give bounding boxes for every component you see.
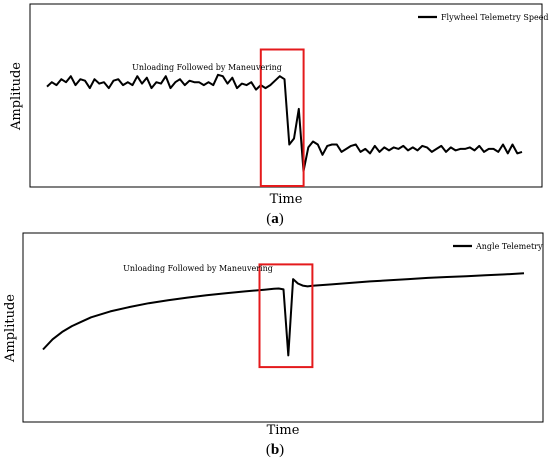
panel-a-highlight-box (259, 48, 305, 187)
panel-a-series-line (46, 73, 523, 173)
panel-b-caption-letter: b (270, 442, 280, 458)
panel-a-caption-letter: a (271, 211, 279, 227)
panel-a-xlabel: Time (270, 192, 303, 207)
panel-a-annotation: Unloading Followed by Maneuvering (132, 63, 282, 72)
panel-a-caption: (a) (266, 211, 284, 227)
panel-b: Unloading Followed by Maneuvering Angle … (3, 232, 544, 438)
panel-a-ylabel: Amplitude (9, 62, 24, 131)
panel-b-caption: (b) (265, 442, 285, 458)
panel-a: Unloading Followed by Maneuvering Flywhe… (9, 3, 549, 207)
panel-b-highlight-box (258, 263, 314, 369)
panel-b-legend-label: Angle Telemetry (475, 242, 543, 251)
panel-a-legend-label: Flywheel Telemetry Speed (441, 13, 549, 22)
panel-b-series-line (42, 272, 525, 357)
panel-b-annotation: Unloading Followed by Maneuvering (123, 264, 273, 273)
panel-b-xlabel: Time (267, 423, 300, 438)
panel-b-plot-frame (22, 232, 544, 423)
panel-b-ylabel: Amplitude (3, 294, 18, 363)
